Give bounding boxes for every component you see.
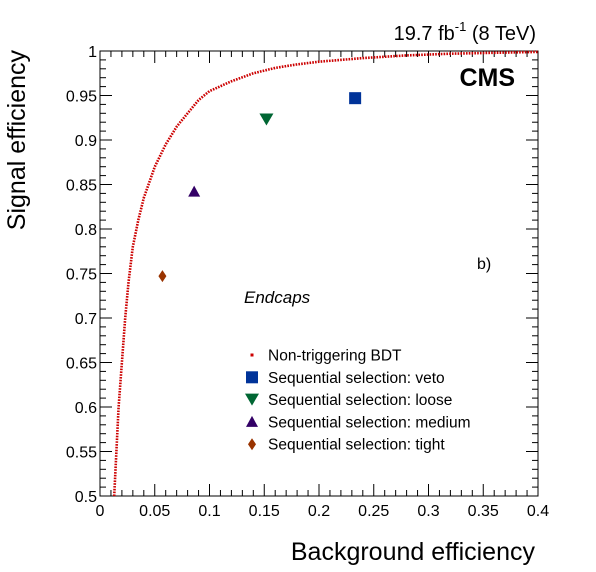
point-square — [349, 92, 362, 105]
lumi-energy: (8 TeV) — [466, 23, 536, 45]
legend: Non-triggering BDT Sequential selection: … — [245, 348, 470, 454]
axis-ticks: 0 0.05 0.1 0.15 0.2 0.25 0.3 0.35 0.4 0.5 0.55 0.6 0… — [66, 44, 549, 520]
legend-entry-label: Sequential selection: tight — [268, 437, 445, 454]
y-tick-label: 0.5 — [75, 489, 97, 506]
y-tick-label: 0.75 — [66, 267, 97, 284]
legend-entry-label: Sequential selection: veto — [268, 370, 445, 387]
x-tick-label: 0.1 — [198, 503, 220, 520]
y-tick-label: 0.55 — [66, 445, 97, 462]
y-tick-label: 0.8 — [75, 222, 97, 239]
experiment-label: CMS — [459, 64, 515, 92]
legend-entry-label: Non-triggering BDT — [268, 348, 402, 365]
roc-curve-bdt — [112, 50, 539, 497]
data-layer — [112, 50, 539, 497]
point-triangle-down — [259, 113, 274, 126]
x-axis-title: Background efficiency — [291, 538, 536, 566]
legend-swatch-diamond — [248, 438, 256, 451]
legend-entry-label: Sequential selection: medium — [268, 414, 470, 431]
legend-swatch-triangle-up — [246, 415, 258, 427]
x-tick-label: 0.25 — [358, 503, 389, 520]
x-tick-label: 0.05 — [139, 503, 170, 520]
legend-swatch-curve — [250, 353, 254, 357]
point-triangle-up — [188, 185, 201, 197]
point-diamond — [158, 270, 167, 283]
x-tick-label: 0.4 — [527, 503, 549, 520]
y-tick-label: 0.95 — [66, 89, 97, 106]
y-tick-label: 1 — [88, 44, 97, 61]
x-tick-label: 0.2 — [308, 503, 330, 520]
lumi-label: 19.7 fb-1 (8 TeV) — [394, 19, 536, 45]
y-axis-title: Signal efficiency — [3, 50, 31, 231]
x-tick-label: 0.15 — [249, 503, 280, 520]
y-tick-label: 0.6 — [75, 400, 97, 417]
x-tick-label: 0.3 — [417, 503, 439, 520]
x-tick-label: 0 — [96, 503, 105, 520]
lumi-exponent: -1 — [455, 19, 467, 34]
y-tick-label: 0.85 — [66, 178, 97, 195]
y-tick-label: 0.7 — [75, 311, 97, 328]
y-tick-label: 0.65 — [66, 356, 97, 373]
region-label: Endcaps — [244, 288, 311, 307]
lumi-value: 19.7 fb — [394, 23, 455, 45]
x-tick-label: 0.35 — [468, 503, 499, 520]
legend-swatch-triangle-down — [245, 393, 259, 406]
legend-entry-label: Sequential selection: loose — [268, 392, 452, 409]
y-tick-label: 0.9 — [75, 133, 97, 150]
legend-swatch-square — [246, 371, 258, 384]
panel-label: b) — [477, 256, 491, 273]
